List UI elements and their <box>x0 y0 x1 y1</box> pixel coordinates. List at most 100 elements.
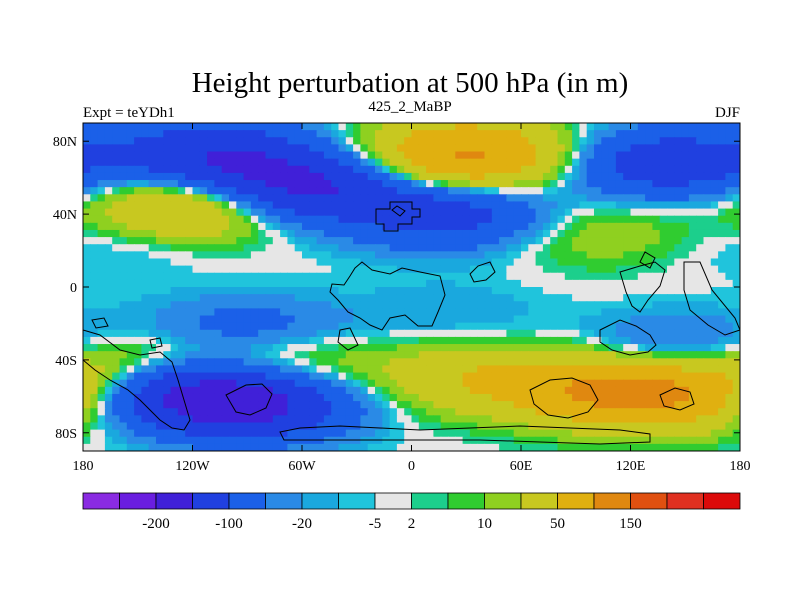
field-cell <box>732 443 740 451</box>
field-cell <box>688 123 697 131</box>
field-cell <box>564 322 573 331</box>
field-cell <box>243 201 252 210</box>
field-cell <box>659 165 668 174</box>
field-cell <box>499 351 507 359</box>
field-cell <box>513 165 522 174</box>
field-cell <box>506 144 515 153</box>
field-cell <box>696 158 705 167</box>
field-cell <box>163 222 172 231</box>
field-cell <box>367 229 376 238</box>
field-cell <box>134 237 142 245</box>
field-cell <box>119 279 128 288</box>
field-cell <box>170 222 179 231</box>
field-cell <box>382 229 391 238</box>
field-cell <box>156 251 164 260</box>
field-cell <box>513 301 522 309</box>
field-cell <box>579 158 588 167</box>
field-cell <box>236 201 245 210</box>
field-cell <box>338 443 347 451</box>
field-cell <box>258 386 267 395</box>
field-cell <box>221 229 230 238</box>
field-cell <box>309 365 318 374</box>
field-cell <box>411 422 420 431</box>
field-cell <box>104 365 113 374</box>
field-cell <box>725 237 734 245</box>
field-cell <box>287 180 296 188</box>
field-cell <box>250 393 259 402</box>
field-cell <box>674 322 683 331</box>
field-cell <box>236 165 245 174</box>
field-cell <box>345 130 354 138</box>
field-cell <box>674 151 683 160</box>
field-cell <box>97 344 106 352</box>
field-cell <box>338 251 347 260</box>
field-cell <box>418 215 427 224</box>
field-cell <box>718 279 726 288</box>
field-cell <box>141 158 150 167</box>
field-cell <box>316 336 325 345</box>
field-cell <box>221 251 230 260</box>
field-cell <box>302 251 310 260</box>
field-cell <box>280 208 288 217</box>
field-cell <box>462 187 471 195</box>
field-cell <box>90 379 99 388</box>
field-cell <box>448 279 456 288</box>
field-cell <box>353 130 361 138</box>
field-cell <box>280 436 288 445</box>
field-cell <box>272 301 281 309</box>
field-cell <box>97 251 106 260</box>
field-cell <box>681 265 690 274</box>
colorbar-swatch <box>265 492 303 510</box>
field-cell <box>104 272 113 281</box>
field-cell <box>674 436 683 445</box>
field-cell <box>375 301 383 309</box>
field-cell <box>630 229 639 238</box>
field-cell <box>484 194 493 203</box>
field-cell <box>243 165 252 174</box>
field-cell <box>696 187 705 195</box>
field-cell <box>542 308 551 317</box>
field-cell <box>462 408 471 416</box>
field-cell <box>367 123 376 131</box>
field-cell <box>272 315 281 324</box>
field-cell <box>353 401 361 409</box>
field-cell <box>535 229 544 238</box>
field-cell <box>250 351 259 359</box>
field-cell <box>586 144 595 153</box>
field-cell <box>542 172 551 181</box>
field-cell <box>396 415 405 424</box>
field-cell <box>652 308 661 317</box>
field-cell <box>542 272 551 281</box>
field-cell <box>309 237 318 245</box>
field-cell <box>718 123 726 131</box>
field-cell <box>652 443 661 451</box>
field-cell <box>469 151 478 160</box>
field-cell <box>331 329 340 338</box>
field-cell <box>90 144 99 153</box>
field-cell <box>637 372 646 381</box>
field-cell <box>535 258 544 267</box>
field-cell <box>506 365 515 374</box>
field-cell <box>579 123 588 131</box>
field-cell <box>674 265 683 274</box>
field-cell <box>119 408 128 416</box>
field-cell <box>645 279 653 288</box>
field-cell <box>309 344 318 352</box>
field-cell <box>448 372 456 381</box>
field-cell <box>170 201 179 210</box>
field-cell <box>667 287 675 295</box>
field-cell <box>535 401 544 409</box>
field-cell <box>491 165 500 174</box>
field-cell <box>404 201 413 210</box>
field-cell <box>586 272 595 281</box>
field-cell <box>396 386 405 395</box>
field-cell <box>185 287 194 295</box>
field-cell <box>725 208 734 217</box>
field-cell <box>710 372 719 381</box>
field-cell <box>564 344 573 352</box>
field-cell <box>542 344 551 352</box>
field-cell <box>594 244 602 252</box>
field-cell <box>83 222 91 231</box>
field-cell <box>645 372 653 381</box>
